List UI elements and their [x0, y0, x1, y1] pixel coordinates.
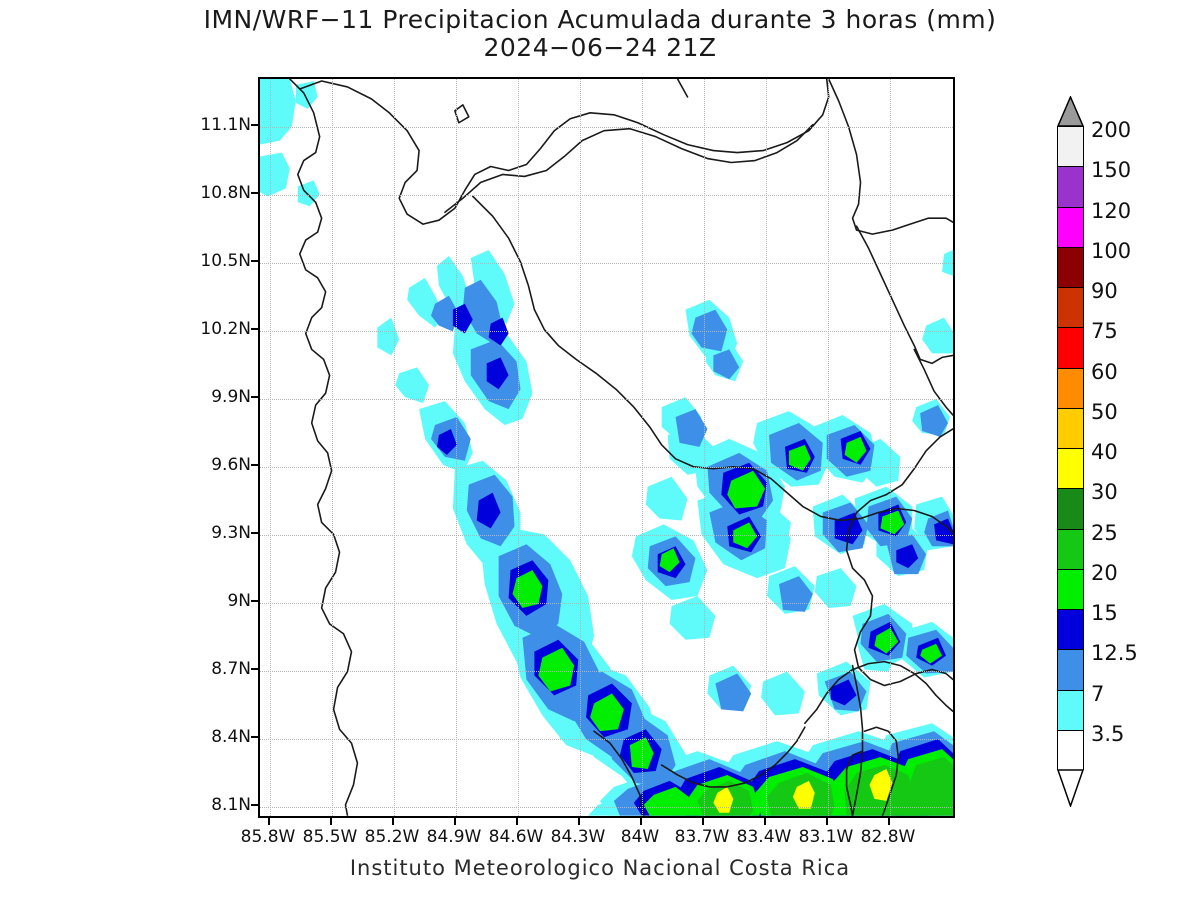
- colorbar[interactable]: [1057, 126, 1084, 771]
- x-tick-mark: [640, 818, 642, 825]
- colorbar-segment: [1058, 207, 1083, 248]
- x-tick-label: 83.4W: [736, 827, 792, 847]
- colorbar-tick-label: 15: [1091, 601, 1118, 625]
- y-tick-mark: [251, 124, 258, 126]
- colorbar-tick-label: 3.5: [1091, 722, 1125, 746]
- colorbar-tick-label: 7: [1091, 682, 1105, 706]
- colorbar-over-arrow: [1057, 96, 1084, 127]
- x-tick-mark: [826, 818, 828, 825]
- y-tick-label: 9N: [227, 591, 251, 611]
- x-tick-label: 83.1W: [798, 827, 854, 847]
- x-tick-mark: [578, 818, 580, 825]
- y-tick-label: 8.4N: [211, 727, 251, 747]
- y-tick-label: 10.8N: [200, 183, 251, 203]
- colorbar-under-arrow: [1057, 769, 1084, 807]
- colorbar-segment: [1058, 449, 1083, 490]
- x-tick-mark: [516, 818, 518, 825]
- colorbar-tick-label: 200: [1091, 118, 1132, 142]
- colorbar-tick-label: 90: [1091, 279, 1118, 303]
- colorbar-segment: [1058, 730, 1083, 771]
- colorbar-tick-label: 120: [1091, 199, 1132, 223]
- colorbar-tick-label: 100: [1091, 239, 1132, 263]
- colorbar-tick-label: 25: [1091, 521, 1118, 545]
- y-tick-label: 9.9N: [211, 387, 251, 407]
- colorbar-segment: [1058, 247, 1083, 288]
- y-tick-mark: [251, 328, 258, 330]
- x-tick-mark: [392, 818, 394, 825]
- y-tick-label: 8.7N: [211, 659, 251, 679]
- y-tick-mark: [251, 464, 258, 466]
- x-tick-mark: [764, 818, 766, 825]
- y-tick-label: 11.1N: [200, 115, 251, 135]
- x-tick-label: 82.8W: [860, 827, 916, 847]
- y-tick-label: 10.2N: [200, 319, 251, 339]
- colorbar-segment: [1058, 690, 1083, 731]
- footer-attribution: Instituto Meteorologico Nacional Costa R…: [349, 856, 851, 880]
- page-subtitle: 2024−06−24 21Z: [483, 33, 717, 62]
- x-tick-label: 83.7W: [674, 827, 730, 847]
- y-tick-mark: [251, 804, 258, 806]
- y-tick-mark: [251, 532, 258, 534]
- y-tick-mark: [251, 260, 258, 262]
- y-tick-mark: [251, 736, 258, 738]
- contour-band-30: [713, 769, 893, 813]
- x-tick-mark: [702, 818, 704, 825]
- y-tick-label: 8.1N: [211, 795, 251, 815]
- x-tick-label: 84.6W: [488, 827, 544, 847]
- colorbar-segment: [1058, 569, 1083, 610]
- y-tick-mark: [251, 600, 258, 602]
- x-tick-label: 84W: [620, 827, 660, 847]
- colorbar-segment: [1058, 167, 1083, 208]
- x-tick-mark: [454, 818, 456, 825]
- colorbar-segment: [1058, 529, 1083, 570]
- colorbar-tick-label: 75: [1091, 319, 1118, 343]
- map-plot-area[interactable]: [258, 77, 955, 818]
- colorbar-tick-label: 60: [1091, 360, 1118, 384]
- y-tick-label: 10.5N: [200, 251, 251, 271]
- colorbar-tick-label: 50: [1091, 400, 1118, 424]
- y-tick-mark: [251, 192, 258, 194]
- colorbar-segment: [1058, 610, 1083, 651]
- page-title: IMN/WRF−11 Precipitacion Acumulada duran…: [203, 5, 997, 34]
- precipitation-field: [260, 79, 953, 816]
- x-tick-label: 84.3W: [550, 827, 606, 847]
- coastline-overlay: [289, 79, 953, 816]
- y-tick-label: 9.3N: [211, 523, 251, 543]
- colorbar-tick-label: 30: [1091, 480, 1118, 504]
- x-tick-label: 85.2W: [364, 827, 420, 847]
- colorbar-tick-label: 40: [1091, 440, 1118, 464]
- x-tick-label: 85.8W: [240, 827, 296, 847]
- x-tick-label: 84.9W: [426, 827, 482, 847]
- colorbar-segment: [1058, 368, 1083, 409]
- colorbar-tick-label: 20: [1091, 561, 1118, 585]
- colorbar-tick-label: 150: [1091, 158, 1132, 182]
- colorbar-segment: [1058, 127, 1083, 168]
- colorbar-tick-label: 12.5: [1091, 641, 1138, 665]
- colorbar-segment: [1058, 328, 1083, 369]
- colorbar-segment: [1058, 408, 1083, 449]
- y-tick-label: 9.6N: [211, 455, 251, 475]
- y-tick-mark: [251, 396, 258, 398]
- colorbar-segment: [1058, 288, 1083, 329]
- y-tick-mark: [251, 668, 258, 670]
- colorbar-segment: [1058, 489, 1083, 530]
- x-tick-mark: [330, 818, 332, 825]
- x-tick-label: 85.5W: [302, 827, 358, 847]
- x-tick-mark: [268, 818, 270, 825]
- x-tick-mark: [888, 818, 890, 825]
- colorbar-segment: [1058, 650, 1083, 691]
